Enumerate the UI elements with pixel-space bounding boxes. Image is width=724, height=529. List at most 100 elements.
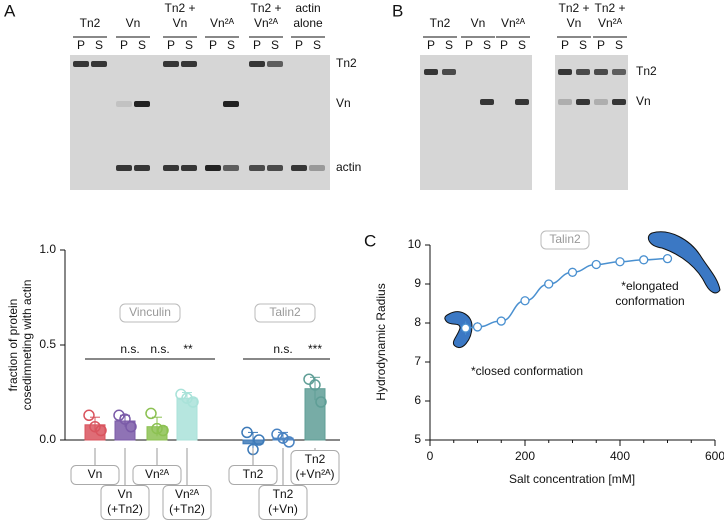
gel-band	[442, 69, 456, 75]
data-point	[615, 257, 625, 267]
lane-label: S	[185, 38, 193, 52]
data-point	[283, 436, 295, 448]
group-box	[119, 303, 181, 323]
panel-letter: B	[392, 1, 403, 20]
lane-label: S	[615, 38, 623, 52]
data-point	[315, 396, 327, 408]
data-point	[544, 279, 554, 289]
lane-label: P	[167, 38, 175, 52]
gel-band	[249, 165, 265, 171]
group-label: Vinculin	[129, 305, 171, 319]
y-tick-label: 0.5	[39, 337, 56, 351]
gel-band	[515, 99, 529, 105]
y-tick-label: 6	[414, 393, 421, 407]
series-box	[540, 230, 590, 250]
y-tick-label: 10	[408, 237, 422, 251]
category-box	[290, 450, 340, 485]
x-tick-label: 0	[427, 449, 434, 463]
lane-label: P	[209, 38, 217, 52]
x-tick-label: (+Vn)	[268, 502, 298, 516]
data-point	[83, 409, 95, 422]
y-axis-label: Hydrodynamic Radius	[374, 283, 388, 400]
x-tick-label: Tn2	[305, 452, 326, 466]
data-point	[639, 255, 649, 265]
band-label: Tn2	[636, 64, 657, 78]
x-tick-label: Vn²ᴬ	[145, 467, 170, 481]
data-point	[277, 432, 289, 444]
gel-band	[576, 69, 590, 75]
band-label: Vn	[636, 94, 651, 108]
data-point	[271, 428, 283, 441]
x-tick-label: (+Vn²ᴬ)	[295, 467, 334, 481]
gel-band	[291, 165, 307, 171]
gel-band	[205, 165, 221, 171]
gel-group-label: Tn2	[80, 16, 101, 30]
band-label: actin	[336, 160, 361, 174]
lane-label: S	[271, 38, 279, 52]
data-point	[187, 396, 199, 408]
significance: n.s.	[120, 342, 139, 356]
x-axis-label: Salt concentration [mM]	[509, 472, 635, 486]
panel-letter: C	[364, 231, 376, 250]
x-tick-label: Vn	[118, 487, 133, 501]
gel-band	[558, 69, 572, 75]
y-tick-label: 1.0	[39, 242, 56, 256]
gel	[420, 55, 532, 190]
gel-band	[134, 165, 150, 171]
gel-band	[309, 165, 325, 171]
y-axis-label: cosedimneting with actin	[20, 280, 34, 411]
group-box	[254, 303, 316, 323]
gel-band	[612, 99, 626, 105]
gel-band	[163, 165, 179, 171]
gel-group-label: Vn	[126, 16, 141, 30]
y-axis-label: fraction of protein	[6, 299, 20, 392]
gel-band	[249, 61, 265, 67]
elongated-shape	[647, 231, 721, 294]
gel-group-label: Tn2 +	[250, 1, 281, 15]
data-point	[89, 420, 101, 433]
gel-band	[267, 165, 283, 171]
category-box	[100, 485, 150, 520]
lane-label: S	[483, 38, 491, 52]
lane-label: S	[313, 38, 321, 52]
gel-group-label: Vn	[567, 16, 582, 30]
y-tick-label: 9	[414, 276, 421, 290]
data-point	[253, 434, 265, 446]
y-tick-label: 8	[414, 315, 421, 329]
annotation: *elongated	[621, 279, 678, 293]
x-tick-label: (+Tn2)	[107, 502, 143, 516]
lane-label: S	[445, 38, 453, 52]
x-tick-label: (+Tn2)	[169, 502, 205, 516]
gel-band	[163, 61, 179, 67]
gel-band	[181, 165, 197, 171]
data-point	[520, 296, 530, 306]
gel-group-label: Tn2 +	[558, 1, 589, 15]
data-point	[241, 426, 253, 439]
gel-band	[91, 61, 107, 67]
gel-group-label: Vn²ᴬ	[598, 16, 623, 30]
annotation: conformation	[615, 294, 684, 308]
gel-band	[134, 101, 150, 107]
category-box	[228, 465, 278, 485]
gel-band	[558, 99, 572, 105]
x-tick-label: Tn2	[273, 487, 294, 501]
significance: **	[183, 342, 193, 356]
x-tick-label: Tn2	[243, 467, 264, 481]
data-point	[151, 422, 163, 435]
lane-label: P	[597, 38, 605, 52]
data-point	[460, 323, 471, 333]
fit-line	[465, 257, 668, 329]
gel-group-label: Vn²ᴬ	[254, 16, 279, 30]
data-point	[496, 316, 506, 326]
gel-band	[424, 69, 438, 75]
gel-band	[223, 165, 239, 171]
bar	[176, 397, 198, 441]
x-tick-label: 400	[610, 449, 630, 463]
gel	[70, 55, 330, 190]
gel-band	[612, 69, 626, 75]
gel-band	[267, 61, 283, 67]
gel-band	[73, 61, 89, 67]
lane-label: S	[227, 38, 235, 52]
data-point	[157, 424, 169, 437]
